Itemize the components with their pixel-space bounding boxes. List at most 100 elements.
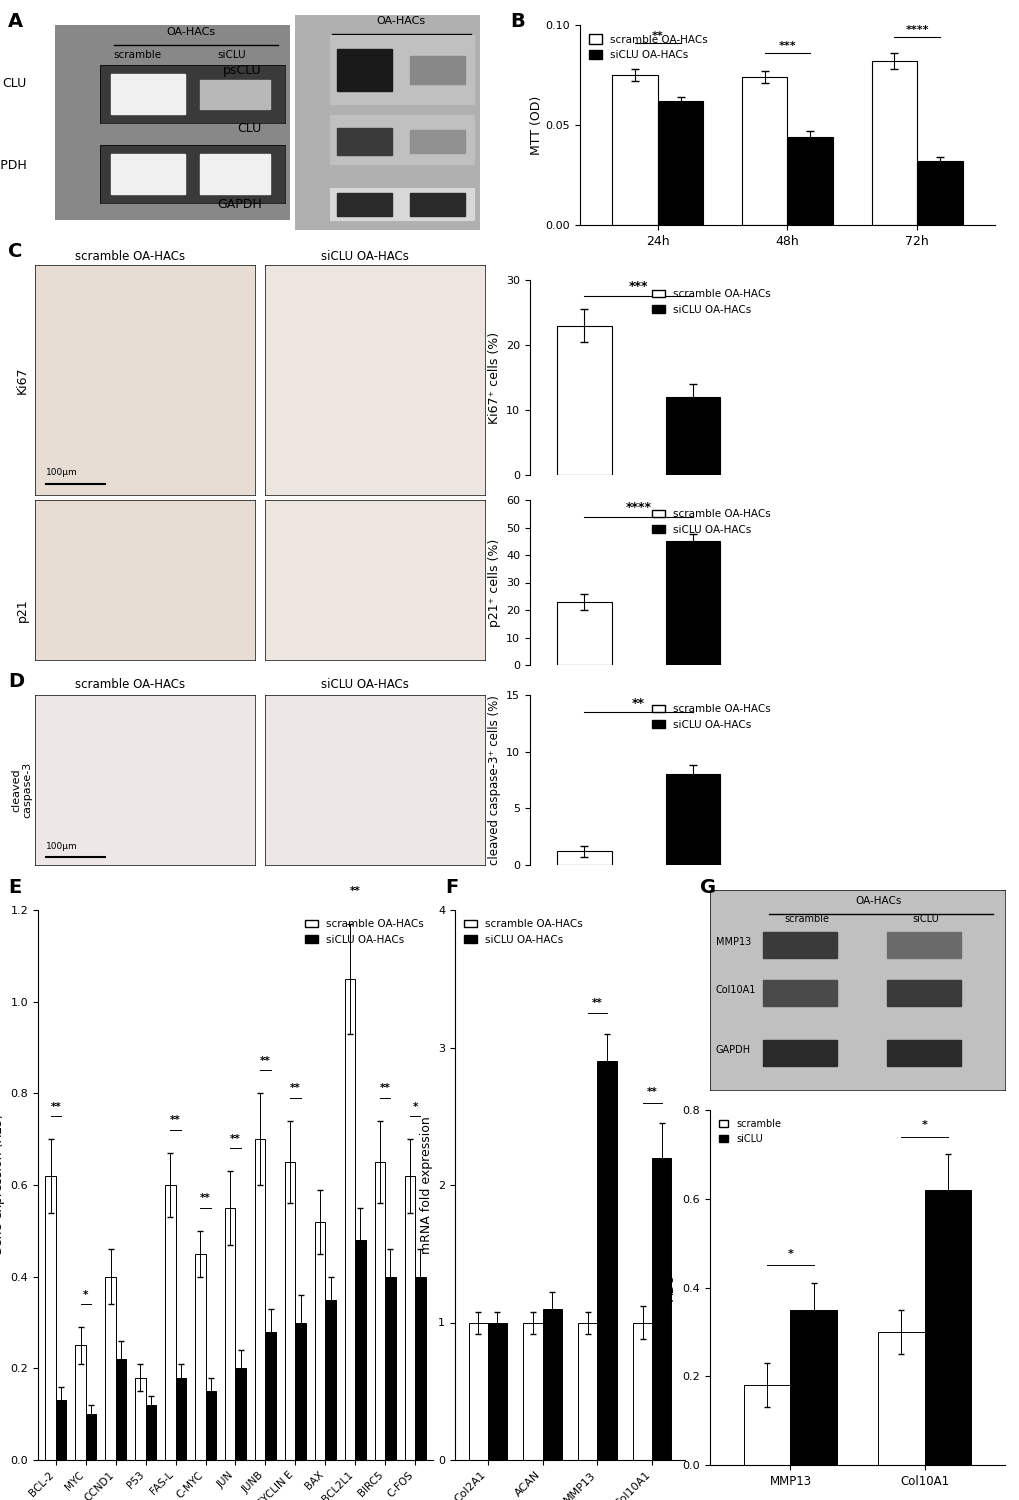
Text: **: ** [379, 1083, 390, 1094]
Text: D: D [8, 672, 24, 692]
Text: G: G [699, 878, 715, 897]
Bar [542, 1308, 561, 1460]
Bar [762, 1040, 836, 1066]
Bar [578, 1323, 597, 1460]
Bar [597, 1062, 615, 1460]
Bar [175, 1377, 185, 1460]
Bar [651, 1158, 671, 1460]
Bar [105, 1276, 116, 1460]
Text: F: F [444, 878, 458, 897]
Bar [523, 1323, 542, 1460]
Bar [410, 194, 465, 216]
Text: **: ** [646, 1088, 657, 1096]
Legend: scramble, siCLU: scramble, siCLU [714, 1114, 785, 1148]
Text: siCLU: siCLU [911, 914, 937, 924]
Text: **: ** [632, 696, 645, 709]
Bar [633, 1323, 651, 1460]
Legend: scramble OA-HACs, siCLU OA-HACs: scramble OA-HACs, siCLU OA-HACs [647, 285, 774, 320]
Text: scramble: scramble [784, 914, 829, 924]
Bar [325, 1299, 335, 1460]
Bar [762, 932, 836, 958]
Text: Col10A1: Col10A1 [715, 986, 755, 994]
Bar [385, 1276, 395, 1460]
Text: A: A [8, 12, 23, 32]
Text: **: ** [200, 1194, 211, 1203]
Bar [265, 1332, 275, 1460]
Bar [611, 75, 657, 225]
Text: E: E [8, 878, 21, 897]
Text: B: B [510, 12, 524, 32]
Text: *: * [787, 1248, 793, 1258]
Bar [46, 1176, 56, 1460]
Y-axis label: ADU: ADU [663, 1274, 677, 1300]
Bar [206, 1392, 216, 1460]
Legend: scramble OA-HACs, siCLU OA-HACs: scramble OA-HACs, siCLU OA-HACs [585, 30, 711, 64]
Bar [200, 80, 270, 108]
Y-axis label: Gene expression (RLU): Gene expression (RLU) [0, 1113, 5, 1257]
Bar [876, 1332, 923, 1466]
Bar [665, 542, 719, 664]
Bar [790, 1310, 837, 1466]
Bar [296, 1323, 306, 1460]
Text: siCLU: siCLU [217, 51, 246, 60]
Text: scramble: scramble [113, 51, 161, 60]
Y-axis label: mRNA fold expression: mRNA fold expression [419, 1116, 432, 1254]
Text: cleaved
caspase-3: cleaved caspase-3 [11, 762, 33, 818]
Bar [284, 1162, 296, 1460]
Text: siCLU OA-HACs: siCLU OA-HACs [321, 678, 409, 692]
Bar [665, 398, 719, 476]
Text: 100μm: 100μm [46, 468, 77, 477]
Text: Ki67: Ki67 [15, 366, 29, 394]
Bar [887, 980, 960, 1006]
Bar [337, 194, 392, 216]
Text: ***: *** [777, 40, 796, 51]
Bar [743, 1384, 790, 1466]
Y-axis label: p21⁺ cells (%): p21⁺ cells (%) [487, 538, 500, 627]
Bar [111, 74, 184, 114]
Text: p21: p21 [15, 598, 29, 622]
Bar [136, 1377, 146, 1460]
Bar [410, 130, 465, 153]
Text: psCLU: psCLU [223, 64, 262, 78]
Text: siCLU: siCLU [414, 40, 442, 51]
Bar [415, 1276, 425, 1460]
Text: CLU: CLU [237, 123, 262, 135]
Bar [195, 1254, 206, 1460]
Legend: scramble OA-HACs, siCLU OA-HACs: scramble OA-HACs, siCLU OA-HACs [301, 915, 427, 950]
Bar [556, 326, 611, 476]
Bar [487, 1323, 506, 1460]
Bar [916, 160, 962, 225]
Bar [86, 1414, 96, 1460]
Text: GAPDH: GAPDH [0, 159, 26, 172]
Bar [762, 980, 836, 1006]
Text: GAPDH: GAPDH [715, 1046, 750, 1054]
Text: 100μm: 100μm [46, 843, 77, 852]
Bar [787, 136, 833, 225]
Text: OA-HACs: OA-HACs [854, 896, 901, 906]
Text: CLU: CLU [3, 76, 26, 90]
Bar [871, 62, 916, 225]
Y-axis label: cleaved caspase-3⁺ cells (%): cleaved caspase-3⁺ cells (%) [487, 694, 500, 865]
Bar [469, 1323, 487, 1460]
Bar [556, 852, 611, 865]
Bar [225, 1208, 235, 1460]
Text: ****: **** [905, 26, 928, 34]
Bar [75, 1346, 86, 1460]
Legend: scramble OA-HACs, siCLU OA-HACs: scramble OA-HACs, siCLU OA-HACs [647, 700, 774, 734]
Bar [116, 1359, 126, 1460]
Bar [657, 100, 702, 225]
Text: scramble OA-HACs: scramble OA-HACs [74, 251, 184, 262]
Bar [255, 1138, 265, 1460]
Bar [337, 50, 392, 92]
Bar [556, 602, 611, 664]
Bar [111, 153, 184, 195]
Text: C: C [8, 242, 22, 261]
Bar [887, 1040, 960, 1066]
Text: OA-HACs: OA-HACs [166, 27, 216, 36]
Y-axis label: Ki67⁺ cells (%): Ki67⁺ cells (%) [487, 332, 500, 423]
Bar [315, 1221, 325, 1460]
Bar [923, 1190, 970, 1466]
Text: **: ** [230, 1134, 240, 1143]
Bar [146, 1406, 156, 1459]
Legend: scramble OA-HACs, siCLU OA-HACs: scramble OA-HACs, siCLU OA-HACs [460, 915, 587, 950]
